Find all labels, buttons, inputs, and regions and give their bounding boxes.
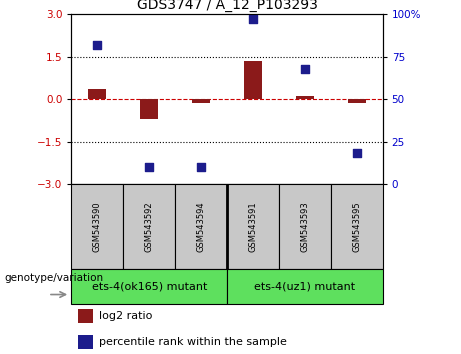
Bar [227, 269, 383, 304]
Bar [227, 184, 279, 269]
Bar [348, 99, 366, 103]
Point [249, 16, 257, 22]
Text: GSM543590: GSM543590 [93, 201, 102, 252]
Bar [89, 89, 106, 99]
Bar [331, 184, 383, 269]
Point [94, 42, 101, 47]
Text: log2 ratio: log2 ratio [100, 311, 153, 321]
Bar [244, 61, 262, 99]
Text: ets-4(uz1) mutant: ets-4(uz1) mutant [254, 282, 355, 292]
Bar [192, 99, 210, 103]
Text: GSM543594: GSM543594 [196, 201, 206, 252]
Bar [175, 184, 227, 269]
Bar [71, 184, 124, 269]
Point [146, 164, 153, 170]
Bar [296, 96, 314, 99]
Point [353, 151, 361, 156]
Text: GSM543592: GSM543592 [145, 201, 154, 252]
Bar [77, 335, 93, 349]
Text: GSM543595: GSM543595 [352, 201, 361, 252]
Bar [140, 99, 158, 119]
Point [301, 66, 308, 72]
Bar [124, 184, 175, 269]
Text: genotype/variation: genotype/variation [5, 273, 104, 283]
Text: ets-4(ok165) mutant: ets-4(ok165) mutant [92, 282, 207, 292]
Text: percentile rank within the sample: percentile rank within the sample [100, 337, 287, 347]
Bar [71, 269, 227, 304]
Text: GSM543591: GSM543591 [248, 201, 258, 252]
Point [197, 164, 205, 170]
Bar [279, 184, 331, 269]
Text: GSM543593: GSM543593 [300, 201, 309, 252]
Title: GDS3747 / A_12_P103293: GDS3747 / A_12_P103293 [136, 0, 318, 12]
Bar [77, 309, 93, 323]
